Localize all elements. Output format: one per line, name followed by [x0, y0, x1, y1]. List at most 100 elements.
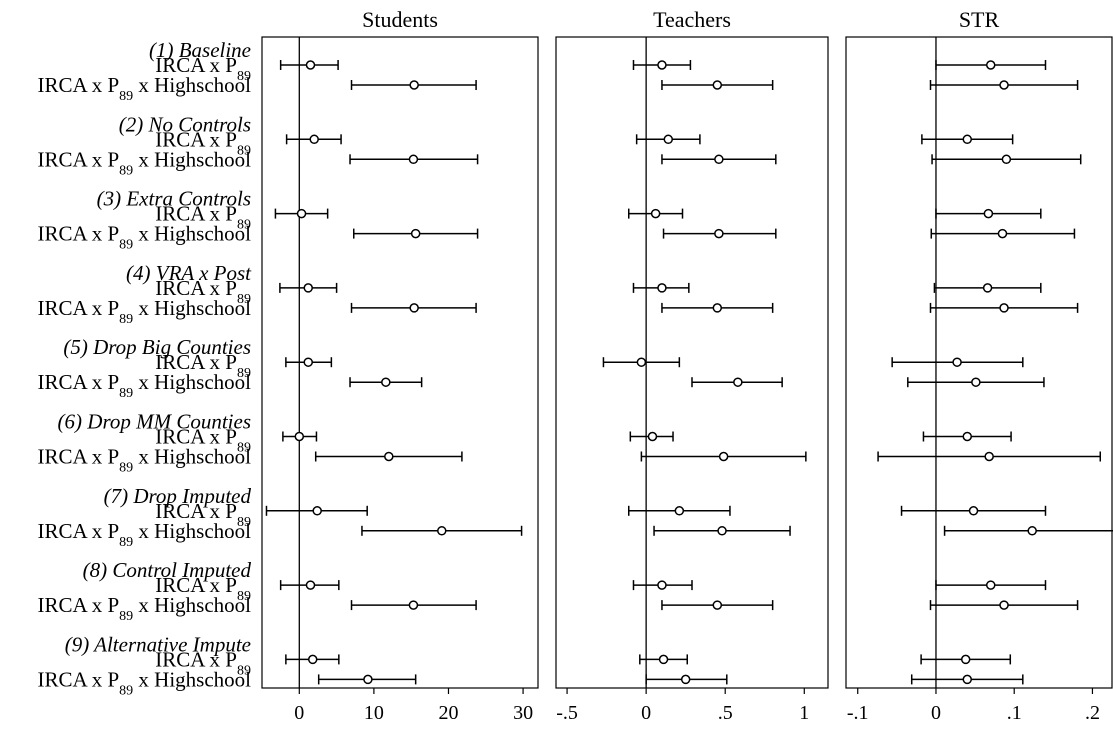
point-estimate-irca-highschool: [984, 451, 994, 462]
row-label-irca-highschool: IRCA x P89 x Highschool: [37, 445, 251, 476]
x-tick-label: 0: [641, 702, 651, 724]
row-label-irca-subscript: 89: [237, 291, 251, 306]
point-estimate-irca-highschool: [999, 600, 1009, 610]
row-label-irca-subscript: 89: [237, 663, 251, 678]
row-label-irca-text: IRCA x P: [155, 647, 237, 671]
row-label-irca-highschool-text: IRCA x P: [37, 296, 119, 320]
x-tick-label: 0: [931, 702, 941, 724]
row-label-irca-highschool: IRCA x P89 x Highschool: [37, 73, 251, 104]
point-estimate-irca: [305, 580, 316, 590]
row-label-irca: IRCA x P89: [155, 53, 251, 84]
point-estimate-irca: [657, 60, 667, 70]
x-tick-label: -.5: [556, 702, 578, 724]
row-label-irca-highschool-suffix: x Highschool: [133, 147, 251, 171]
row-label-irca-highschool-subscript: 89: [119, 237, 133, 252]
point-estimate-irca-highschool: [409, 303, 419, 313]
row-label-irca-text: IRCA x P: [155, 499, 237, 523]
point-estimate-irca: [657, 580, 667, 590]
row-label-irca-highschool-text: IRCA x P: [37, 147, 119, 171]
point-estimate-irca: [663, 134, 674, 145]
row-label-irca-highschool-subscript: 89: [119, 311, 133, 326]
point-estimate-irca-highschool: [408, 600, 419, 610]
point-estimate-irca-highschool: [997, 228, 1008, 239]
row-label-irca-highschool: IRCA x P89 x Highschool: [37, 222, 251, 253]
row-label-irca-text: IRCA x P: [155, 350, 237, 374]
point-estimate-irca-highschool: [718, 451, 729, 462]
row-label-irca-text: IRCA x P: [155, 276, 237, 300]
panel-teachers: Teachers -.5 0 .5 1: [555, 7, 829, 724]
spec-label: (9) Alternative Impute: [65, 632, 251, 656]
row-label-irca-text: IRCA x P: [155, 202, 237, 226]
point-estimate-irca: [303, 357, 313, 367]
point-estimate-irca-highschool: [714, 154, 724, 165]
row-label-irca-highschool-text: IRCA x P: [37, 667, 119, 691]
plot-frame: [845, 36, 1113, 689]
row-label-irca-highschool-subscript: 89: [119, 609, 133, 624]
plot-frame: [261, 36, 539, 689]
x-tick-label: .2: [1085, 702, 1100, 724]
point-estimate-irca: [962, 431, 973, 442]
point-estimate-irca-highschool: [717, 526, 727, 536]
row-label-irca-subscript: 89: [237, 514, 251, 529]
panels: Students 0 10 20 30 Teachers -.5 0 .5 1 STR -.1 0 .1.…: [261, 7, 1113, 724]
point-estimate-irca-highschool: [384, 451, 394, 462]
point-estimate-irca: [960, 654, 971, 665]
point-estimate-irca: [303, 283, 313, 293]
panel-title: Teachers: [653, 7, 731, 32]
row-label-irca-highschool-subscript: 89: [119, 460, 133, 475]
point-estimate-irca-highschool: [381, 377, 391, 387]
spec-label: (4) VRA x Post: [126, 261, 252, 285]
point-estimate-irca-highschool: [999, 80, 1009, 90]
spec-label: (1) Baseline: [149, 38, 251, 62]
point-estimate-irca: [296, 208, 307, 219]
row-label-irca-highschool-subscript: 89: [119, 89, 133, 104]
panel-str: STR -.1 0 .1 .2: [845, 7, 1113, 724]
plot-frame: [555, 36, 829, 689]
row-label-irca-highschool-subscript: 89: [119, 683, 133, 698]
spec-label: (7) Drop Imputed: [104, 484, 252, 508]
row-label-irca-highschool-suffix: x Highschool: [133, 593, 251, 617]
point-estimate-irca: [305, 60, 316, 70]
x-tick-label: 20: [438, 702, 458, 724]
point-estimate-irca-highschool: [714, 228, 724, 239]
panel-students: Students 0 10 20 30: [261, 7, 539, 724]
point-estimate-irca: [983, 208, 994, 219]
row-label-irca-highschool-subscript: 89: [119, 163, 133, 178]
row-label-irca-highschool-text: IRCA x P: [37, 593, 119, 617]
row-label-irca-text: IRCA x P: [155, 425, 237, 449]
row-label-irca-subscript: 89: [237, 366, 251, 381]
row-label-irca-highschool-suffix: x Highschool: [133, 370, 251, 394]
row-label-irca: IRCA x P89: [155, 573, 251, 604]
row-label-irca: IRCA x P89: [155, 647, 251, 678]
point-estimate-irca: [657, 283, 667, 293]
x-tick-label: 30: [513, 702, 533, 724]
row-label-irca-highschool: IRCA x P89 x Highschool: [37, 296, 251, 327]
point-estimate-irca: [312, 506, 322, 516]
row-label-irca-subscript: 89: [237, 217, 251, 232]
row-label-irca-subscript: 89: [237, 69, 251, 84]
x-tick-label: 10: [364, 702, 384, 724]
point-estimate-irca: [985, 580, 996, 590]
panel-title: Students: [362, 7, 438, 32]
row-label-irca-highschool: IRCA x P89 x Highschool: [37, 519, 251, 550]
point-estimate-irca: [294, 431, 305, 442]
spec-label: (2) No Controls: [119, 112, 251, 136]
point-estimate-irca: [674, 506, 685, 516]
row-label-irca-highschool-text: IRCA x P: [37, 222, 119, 246]
row-label-irca-text: IRCA x P: [155, 573, 237, 597]
row-label-irca: IRCA x P89: [155, 425, 251, 456]
point-estimate-irca-highschool: [1027, 526, 1037, 536]
row-label-irca-highschool: IRCA x P89 x Highschool: [37, 593, 251, 624]
row-label-irca-highschool-text: IRCA x P: [37, 519, 119, 543]
row-label-irca-highschool-subscript: 89: [119, 534, 133, 549]
point-estimate-irca: [658, 654, 669, 665]
point-estimate-irca: [952, 357, 962, 367]
point-estimate-irca-highschool: [999, 303, 1009, 313]
row-label-irca-highschool: IRCA x P89 x Highschool: [37, 370, 251, 401]
point-estimate-irca-highschool: [408, 154, 419, 165]
x-tick-label: .5: [718, 702, 733, 724]
point-estimate-irca-highschool: [971, 377, 981, 387]
row-label-irca-subscript: 89: [237, 440, 251, 455]
row-label-irca: IRCA x P89: [155, 276, 251, 307]
